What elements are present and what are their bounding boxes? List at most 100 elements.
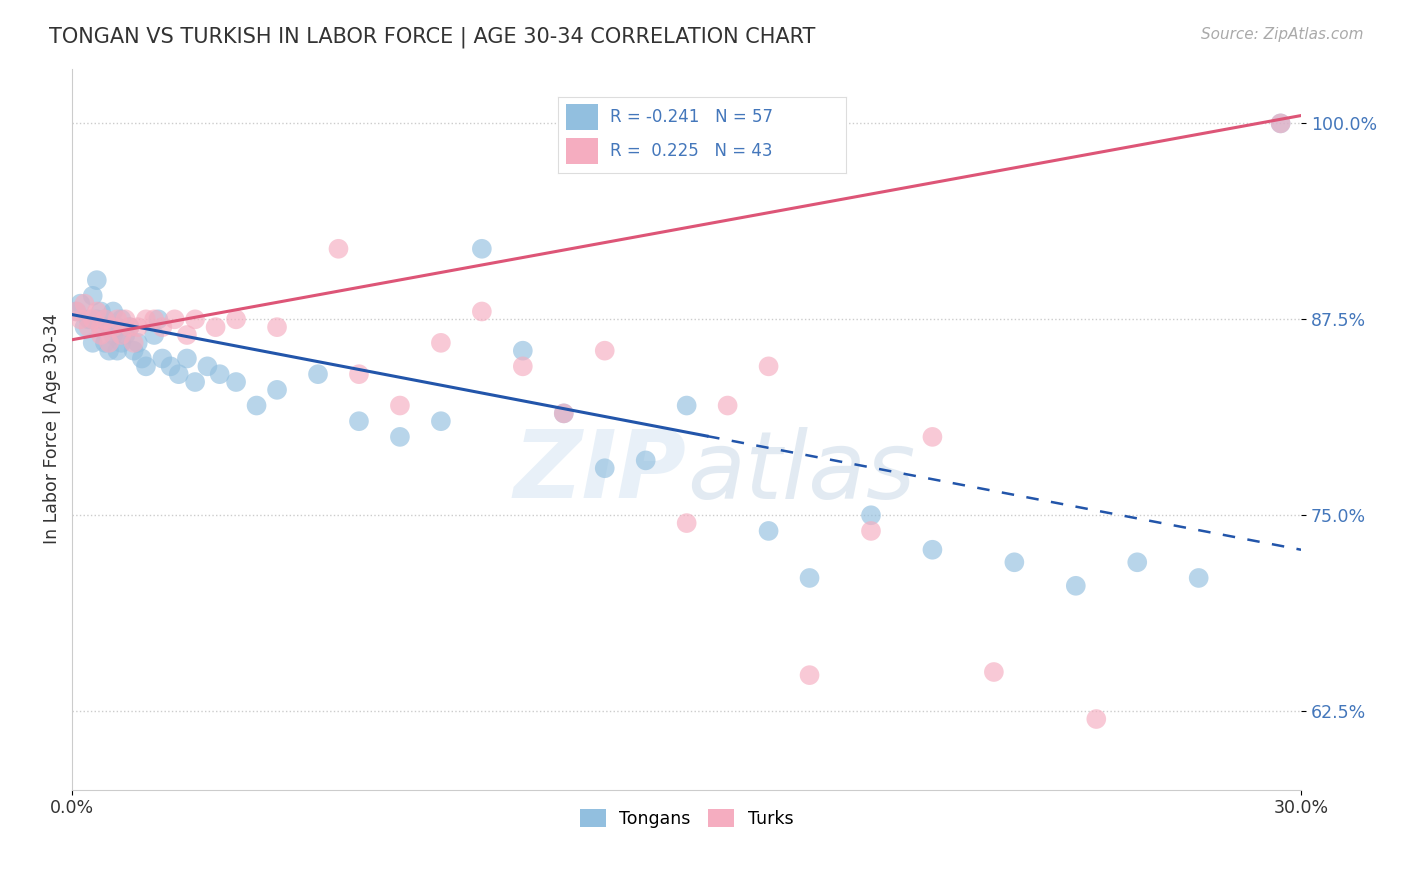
Point bbox=[245, 399, 267, 413]
Point bbox=[110, 335, 132, 350]
Point bbox=[471, 242, 494, 256]
Point bbox=[1270, 116, 1292, 130]
Point bbox=[163, 312, 186, 326]
Point bbox=[553, 406, 575, 420]
Point bbox=[1002, 555, 1025, 569]
Point bbox=[86, 273, 108, 287]
Point bbox=[184, 375, 207, 389]
Point bbox=[675, 516, 697, 530]
Point bbox=[634, 453, 657, 467]
Point bbox=[167, 367, 190, 381]
Point bbox=[553, 406, 575, 420]
Point bbox=[73, 296, 96, 310]
Point bbox=[1270, 116, 1292, 130]
Point bbox=[103, 304, 125, 318]
Point bbox=[114, 328, 136, 343]
Point bbox=[328, 242, 350, 256]
Point bbox=[122, 335, 145, 350]
Point bbox=[197, 359, 219, 374]
Point bbox=[512, 343, 534, 358]
Point bbox=[471, 304, 494, 318]
Point bbox=[69, 296, 91, 310]
Point bbox=[127, 320, 149, 334]
Point bbox=[150, 320, 173, 334]
Legend: Tongans, Turks: Tongans, Turks bbox=[572, 802, 801, 835]
Point bbox=[921, 542, 943, 557]
Point bbox=[103, 328, 125, 343]
Point bbox=[143, 312, 166, 326]
Point bbox=[204, 320, 226, 334]
Point bbox=[110, 328, 132, 343]
Point bbox=[675, 399, 697, 413]
Point bbox=[921, 430, 943, 444]
Point bbox=[1188, 571, 1211, 585]
Point bbox=[1064, 579, 1087, 593]
Point bbox=[86, 304, 108, 318]
Point bbox=[225, 312, 247, 326]
Point bbox=[430, 414, 453, 428]
Point bbox=[799, 668, 821, 682]
Point bbox=[82, 289, 104, 303]
Point bbox=[307, 367, 329, 381]
Point bbox=[98, 343, 121, 358]
Text: atlas: atlas bbox=[686, 426, 915, 518]
Point bbox=[859, 524, 882, 538]
Point bbox=[159, 359, 181, 374]
Point bbox=[65, 304, 87, 318]
Point bbox=[1126, 555, 1149, 569]
Text: ZIP: ZIP bbox=[513, 426, 686, 518]
Point bbox=[103, 320, 125, 334]
Point bbox=[135, 312, 157, 326]
Point bbox=[388, 430, 411, 444]
Point bbox=[90, 320, 112, 334]
Point bbox=[593, 461, 616, 475]
Point bbox=[94, 335, 117, 350]
Point bbox=[717, 399, 740, 413]
Point bbox=[118, 320, 141, 334]
Text: TONGAN VS TURKISH IN LABOR FORCE | AGE 30-34 CORRELATION CHART: TONGAN VS TURKISH IN LABOR FORCE | AGE 3… bbox=[49, 27, 815, 48]
Point bbox=[118, 320, 141, 334]
Point bbox=[90, 304, 112, 318]
Point bbox=[114, 312, 136, 326]
Point bbox=[347, 414, 370, 428]
Point bbox=[105, 343, 128, 358]
Point bbox=[135, 359, 157, 374]
Point bbox=[266, 383, 288, 397]
Point bbox=[176, 328, 198, 343]
Point bbox=[82, 312, 104, 326]
Point bbox=[758, 524, 780, 538]
Point bbox=[65, 304, 87, 318]
Point bbox=[430, 335, 453, 350]
Point bbox=[94, 312, 117, 326]
Point bbox=[69, 312, 91, 326]
Point bbox=[94, 312, 117, 326]
Point bbox=[225, 375, 247, 389]
Y-axis label: In Labor Force | Age 30-34: In Labor Force | Age 30-34 bbox=[44, 314, 60, 544]
Point bbox=[98, 335, 121, 350]
Point bbox=[176, 351, 198, 366]
Text: Source: ZipAtlas.com: Source: ZipAtlas.com bbox=[1201, 27, 1364, 42]
Point bbox=[388, 399, 411, 413]
Point bbox=[266, 320, 288, 334]
Point bbox=[105, 320, 128, 334]
Point bbox=[184, 312, 207, 326]
Point bbox=[983, 665, 1005, 679]
Point bbox=[347, 367, 370, 381]
Point bbox=[1085, 712, 1108, 726]
Point bbox=[148, 312, 170, 326]
Point bbox=[86, 312, 108, 326]
Point bbox=[98, 320, 121, 334]
Point bbox=[90, 328, 112, 343]
Point bbox=[859, 508, 882, 523]
Point bbox=[758, 359, 780, 374]
Point bbox=[82, 335, 104, 350]
Point bbox=[122, 343, 145, 358]
Point bbox=[143, 328, 166, 343]
Point bbox=[799, 571, 821, 585]
Point bbox=[208, 367, 231, 381]
Point bbox=[150, 351, 173, 366]
Point bbox=[90, 320, 112, 334]
Point bbox=[73, 320, 96, 334]
Point bbox=[512, 359, 534, 374]
Point bbox=[105, 312, 128, 326]
